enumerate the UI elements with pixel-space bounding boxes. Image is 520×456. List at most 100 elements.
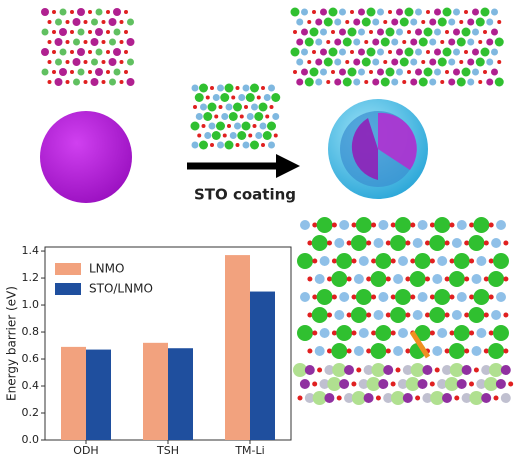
atom bbox=[491, 8, 498, 16]
atom bbox=[47, 80, 52, 84]
atom bbox=[222, 133, 227, 138]
atom bbox=[309, 67, 319, 77]
atom bbox=[344, 393, 354, 403]
atom bbox=[444, 276, 450, 282]
atom bbox=[425, 276, 430, 282]
atom bbox=[489, 363, 503, 377]
core-cutaway bbox=[351, 118, 378, 180]
atom bbox=[372, 38, 380, 46]
atom bbox=[88, 70, 92, 74]
atom bbox=[225, 103, 233, 111]
atom bbox=[418, 37, 428, 47]
atom bbox=[320, 68, 327, 76]
atom bbox=[52, 50, 56, 54]
atom bbox=[398, 256, 408, 266]
atom bbox=[448, 38, 456, 46]
atom bbox=[399, 57, 409, 67]
atom bbox=[315, 58, 323, 66]
atom bbox=[412, 238, 423, 248]
atom bbox=[410, 18, 418, 26]
atom bbox=[255, 132, 263, 139]
atom bbox=[83, 40, 88, 44]
atom bbox=[390, 258, 396, 264]
atom bbox=[464, 10, 468, 14]
atom bbox=[415, 68, 422, 76]
atom bbox=[41, 8, 49, 16]
atom bbox=[459, 60, 464, 64]
atom bbox=[245, 93, 255, 102]
atom bbox=[437, 57, 447, 67]
y-axis-label: Energy barrier (eV) bbox=[5, 286, 19, 401]
atom bbox=[88, 10, 92, 14]
atom bbox=[467, 58, 475, 66]
atom bbox=[191, 84, 199, 92]
arrow-head bbox=[276, 154, 300, 178]
atom bbox=[464, 276, 470, 282]
atom bbox=[412, 310, 423, 320]
atom bbox=[471, 274, 482, 284]
atom bbox=[353, 274, 364, 284]
atom bbox=[377, 28, 384, 36]
y-tick-label: 1.2 bbox=[22, 271, 40, 284]
atom bbox=[109, 78, 116, 86]
atom bbox=[493, 395, 499, 401]
atom bbox=[200, 103, 207, 111]
atom bbox=[385, 276, 391, 282]
atom bbox=[426, 50, 430, 54]
atom bbox=[312, 50, 316, 54]
atom bbox=[429, 381, 435, 387]
atom bbox=[469, 222, 475, 228]
atom bbox=[351, 330, 357, 336]
atom bbox=[380, 77, 390, 87]
atom bbox=[320, 48, 327, 56]
atom bbox=[440, 80, 445, 84]
atom bbox=[350, 50, 354, 54]
atom bbox=[494, 77, 504, 87]
atom bbox=[383, 20, 388, 24]
atom bbox=[314, 274, 325, 284]
atom bbox=[476, 379, 487, 389]
atom bbox=[410, 363, 425, 377]
atom bbox=[358, 8, 365, 16]
atom bbox=[193, 105, 197, 109]
atom bbox=[464, 312, 470, 318]
bar bbox=[143, 342, 168, 440]
atom bbox=[426, 10, 430, 14]
atom bbox=[90, 78, 99, 86]
atom bbox=[417, 379, 428, 389]
atom bbox=[250, 83, 259, 93]
atom bbox=[464, 50, 468, 54]
atom bbox=[429, 294, 435, 300]
atom bbox=[312, 381, 318, 387]
atom bbox=[361, 17, 371, 27]
atom bbox=[370, 343, 387, 359]
atom bbox=[396, 48, 403, 56]
migration-arrow bbox=[409, 330, 431, 359]
legend-swatch bbox=[55, 263, 81, 275]
atom bbox=[398, 328, 408, 338]
atom bbox=[244, 105, 248, 109]
atom bbox=[461, 393, 472, 403]
atom bbox=[390, 381, 396, 387]
atom bbox=[445, 70, 449, 74]
atom bbox=[346, 348, 352, 354]
atom bbox=[119, 40, 124, 44]
atom bbox=[72, 18, 81, 26]
atom bbox=[481, 365, 492, 375]
atom bbox=[448, 58, 456, 66]
atom bbox=[483, 348, 489, 354]
atom bbox=[312, 222, 318, 228]
atom bbox=[345, 20, 350, 24]
atom bbox=[415, 48, 422, 56]
atom bbox=[297, 325, 313, 341]
atom bbox=[339, 220, 350, 230]
atom bbox=[377, 68, 384, 76]
atom bbox=[126, 78, 135, 86]
atom bbox=[108, 58, 117, 66]
atom bbox=[385, 67, 395, 77]
atom bbox=[315, 18, 323, 26]
atom bbox=[319, 379, 330, 389]
atom bbox=[388, 10, 392, 14]
atom bbox=[190, 121, 200, 131]
